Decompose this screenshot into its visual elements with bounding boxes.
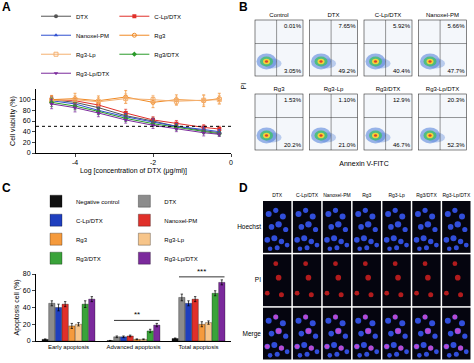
svg-text:52.3%: 52.3% [447, 142, 465, 148]
svg-text:1.10%: 1.10% [338, 97, 356, 103]
svg-text:Early apoptosis: Early apoptosis [48, 344, 89, 350]
svg-text:1.53%: 1.53% [284, 97, 302, 103]
svg-text:Rg3-Lp: Rg3-Lp [164, 237, 184, 243]
svg-text:40: 40 [23, 128, 31, 135]
svg-text:Nanoxel-PM: Nanoxel-PM [426, 12, 459, 18]
svg-text:12.9%: 12.9% [393, 97, 411, 103]
svg-text:Rg3: Rg3 [362, 192, 371, 198]
svg-text:20.3%: 20.3% [447, 97, 465, 103]
svg-text:Nanoxel-PM: Nanoxel-PM [323, 192, 351, 198]
svg-text:Rg3-Lp: Rg3-Lp [388, 192, 405, 198]
svg-text:Rg3-Lp: Rg3-Lp [324, 86, 344, 92]
svg-text:Advanced apoptosis: Advanced apoptosis [106, 344, 160, 350]
svg-text:Rg3: Rg3 [273, 86, 285, 92]
svg-text:***: *** [197, 267, 206, 276]
svg-text:3.05%: 3.05% [284, 68, 302, 74]
svg-text:DTX: DTX [328, 12, 340, 18]
svg-text:0: 0 [229, 159, 233, 166]
svg-text:40: 40 [23, 304, 31, 311]
svg-text:100: 100 [19, 96, 31, 103]
svg-text:47.7%: 47.7% [447, 68, 465, 74]
svg-text:Rg3-Lp/DTX: Rg3-Lp/DTX [76, 71, 109, 77]
svg-text:C-Lp/DTX: C-Lp/DTX [375, 12, 402, 18]
svg-text:20: 20 [23, 139, 31, 146]
svg-text:Hoechst: Hoechst [237, 223, 261, 230]
svg-text:80: 80 [23, 270, 31, 277]
svg-text:-2: -2 [150, 159, 156, 166]
svg-text:C-Lp/DTX: C-Lp/DTX [76, 218, 103, 224]
svg-text:Control: Control [269, 12, 288, 18]
svg-text:Rg3/DTX: Rg3/DTX [376, 86, 401, 92]
svg-text:Apoptosis cell (%): Apoptosis cell (%) [13, 279, 21, 335]
svg-text:Rg3/DTX: Rg3/DTX [76, 256, 101, 262]
svg-text:Rg3/DTX: Rg3/DTX [154, 52, 179, 58]
svg-text:5.66%: 5.66% [447, 23, 465, 29]
svg-text:20: 20 [23, 321, 31, 328]
svg-text:Nanoxel-PM: Nanoxel-PM [76, 33, 109, 39]
html-text:D: D [239, 181, 248, 195]
svg-text:DTX: DTX [164, 199, 176, 205]
svg-text:80: 80 [23, 107, 31, 114]
svg-text:40.4%: 40.4% [393, 68, 411, 74]
svg-text:-4: -4 [72, 159, 78, 166]
svg-text:Merge: Merge [243, 330, 262, 338]
svg-text:21.0%: 21.0% [338, 142, 356, 148]
svg-text:0: 0 [27, 337, 31, 344]
svg-text:Rg3-Lp/DTX: Rg3-Lp/DTX [164, 256, 197, 262]
svg-text:Rg3-Lp/DTX: Rg3-Lp/DTX [442, 192, 470, 198]
svg-text:Annexin V-FITC: Annexin V-FITC [339, 160, 388, 167]
svg-text:C-Lp/DTX: C-Lp/DTX [296, 192, 319, 198]
svg-text:49.2%: 49.2% [338, 68, 356, 74]
svg-text:Cell viability (%): Cell viability (%) [9, 96, 17, 146]
svg-text:Rg3-Lp: Rg3-Lp [76, 52, 96, 58]
svg-text:Rg3-Lp/DTX: Rg3-Lp/DTX [426, 86, 459, 92]
svg-text:0.01%: 0.01% [284, 23, 302, 29]
svg-text:Rg3: Rg3 [76, 237, 88, 243]
svg-text:Nanoxel-PM: Nanoxel-PM [164, 218, 197, 224]
svg-text:DTX: DTX [272, 192, 283, 198]
svg-text:C-Lp/DTX: C-Lp/DTX [154, 14, 181, 20]
html-text:B: B [239, 0, 248, 14]
svg-text:0: 0 [27, 149, 31, 156]
svg-text:7.65%: 7.65% [338, 23, 356, 29]
svg-text:20.2%: 20.2% [284, 142, 302, 148]
svg-text:Rg3/DTX: Rg3/DTX [416, 192, 437, 198]
svg-text:DTX: DTX [76, 14, 88, 20]
svg-text:PI: PI [255, 276, 261, 283]
svg-text:60: 60 [23, 117, 31, 124]
svg-text:Log [concentration of DTX (μg/: Log [concentration of DTX (μg/ml)] [80, 167, 187, 175]
svg-text:Negative control: Negative control [76, 199, 119, 205]
svg-text:5.92%: 5.92% [393, 23, 411, 29]
html-text:A: A [2, 0, 11, 14]
svg-text:Total apoptosis: Total apoptosis [178, 344, 218, 350]
svg-text:Rg3: Rg3 [154, 33, 166, 39]
svg-text:PI: PI [240, 83, 247, 90]
svg-text:46.7%: 46.7% [393, 142, 411, 148]
html-text:C: C [2, 181, 11, 195]
svg-text:**: ** [134, 310, 140, 319]
svg-text:60: 60 [23, 287, 31, 294]
